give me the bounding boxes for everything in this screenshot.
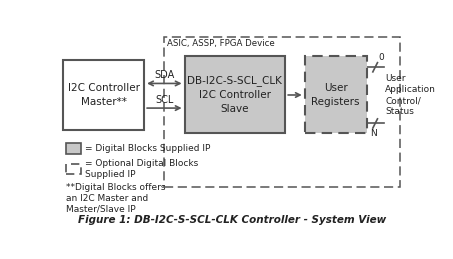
Text: User
Registers: User Registers <box>311 83 360 107</box>
Bar <box>66 163 82 174</box>
Bar <box>66 143 82 154</box>
Bar <box>184 56 285 133</box>
Bar <box>164 37 400 188</box>
Text: Figure 1: DB-I2C-S-SCL-CLK Controller - System View: Figure 1: DB-I2C-S-SCL-CLK Controller - … <box>77 215 386 225</box>
Text: 0: 0 <box>378 53 384 62</box>
Text: = Digital Blocks Supplied IP: = Digital Blocks Supplied IP <box>85 144 211 153</box>
Text: N: N <box>370 129 376 138</box>
Bar <box>304 56 366 133</box>
Text: ASIC, ASSP, FPGA Device: ASIC, ASSP, FPGA Device <box>167 39 275 48</box>
Text: SCL: SCL <box>155 95 173 105</box>
Text: I2C Controller
Master**: I2C Controller Master** <box>67 83 140 107</box>
Text: = Optional Digital Blocks
Supplied IP: = Optional Digital Blocks Supplied IP <box>85 159 198 179</box>
Text: User
Application
Control/
Status: User Application Control/ Status <box>385 74 436 116</box>
Text: DB-I2C-S-SCL_CLK
I2C Controller
Slave: DB-I2C-S-SCL_CLK I2C Controller Slave <box>188 76 282 114</box>
Text: SDA: SDA <box>154 70 174 80</box>
Text: **Digital Blocks offers
an I2C Master and
Master/Slave IP: **Digital Blocks offers an I2C Master an… <box>66 183 165 214</box>
Bar <box>63 60 144 130</box>
